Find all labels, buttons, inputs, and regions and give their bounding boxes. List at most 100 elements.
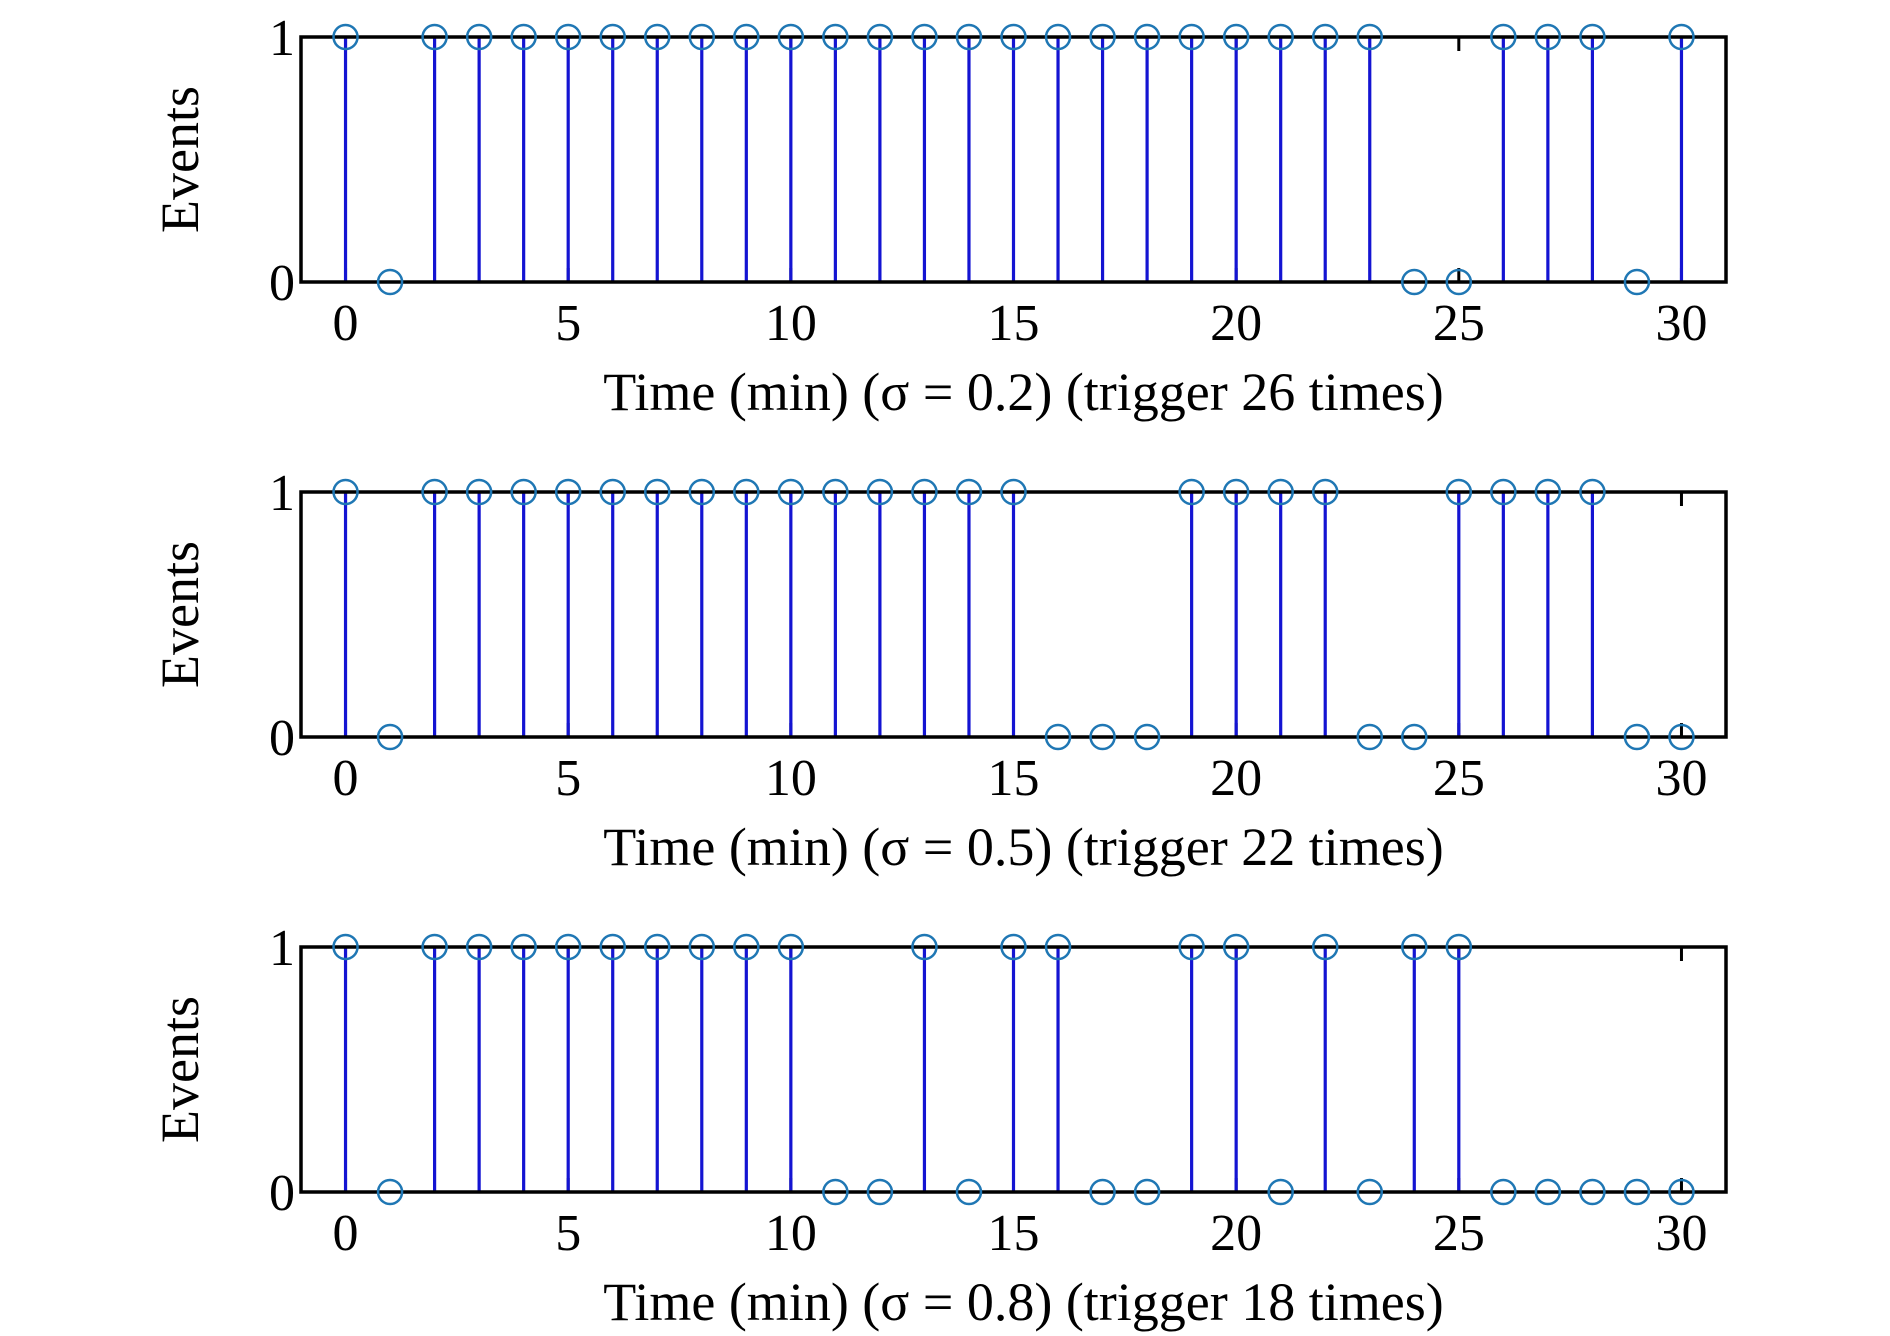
- chart-panel-2: 0 5 10 15 20 25 30 0 1 Time (min) (σ = 0.5) (trig…: [150, 465, 1728, 877]
- x-tick-label: 30: [1655, 1205, 1707, 1262]
- stem-marker: [955, 478, 983, 506]
- stem-marker: [376, 1178, 404, 1206]
- x-tick-label: 15: [988, 295, 1040, 352]
- stem-marker: [777, 933, 805, 961]
- stem-marker: [822, 1178, 849, 1206]
- stem-marker: [1579, 478, 1606, 506]
- stem-marker: [733, 23, 760, 51]
- stem-marker: [1000, 478, 1027, 506]
- stem-marker: [332, 933, 359, 961]
- stem-marker: [1044, 933, 1072, 961]
- y-tick-label: 0: [269, 255, 295, 312]
- stem-marker: [1668, 1178, 1695, 1206]
- stem-marker: [1668, 723, 1695, 751]
- stem-marker: [1178, 478, 1205, 506]
- stem-marker: [1089, 723, 1116, 751]
- stem-marker: [1534, 478, 1562, 506]
- stem-marker: [332, 478, 359, 506]
- stem-marker: [465, 23, 493, 51]
- x-tick-label: 25: [1433, 295, 1485, 352]
- x-tick-label: 20: [1210, 750, 1262, 807]
- stem-marker: [1534, 1178, 1562, 1206]
- stem-marker: [465, 933, 493, 961]
- x-tick-label: 20: [1210, 295, 1262, 352]
- stem-marker: [688, 933, 716, 961]
- stem-marker: [1133, 23, 1161, 51]
- stem-marker: [1623, 723, 1651, 751]
- y-tick-label: 1: [269, 920, 295, 977]
- stem-marker: [1222, 478, 1250, 506]
- axes-frame: [299, 490, 1728, 739]
- x-tick-label: 0: [333, 1205, 359, 1262]
- stem-marker: [1089, 23, 1116, 51]
- x-tick-label: 15: [988, 1205, 1040, 1262]
- stem-marker: [1445, 933, 1473, 961]
- stem-marker: [1490, 478, 1517, 506]
- stem-marker: [1356, 23, 1383, 51]
- stem-marker: [1044, 723, 1072, 751]
- x-axis-label: Time (min) (σ = 0.2) (trigger 26 times): [603, 362, 1443, 422]
- stem-marker: [866, 23, 894, 51]
- stem-marker: [1445, 268, 1473, 296]
- stem-marker: [510, 478, 537, 506]
- stem-marker: [955, 1178, 983, 1206]
- x-tick-label: 25: [1433, 750, 1485, 807]
- x-tick-label: 10: [765, 1205, 817, 1262]
- stem-marker: [1356, 1178, 1383, 1206]
- stem-marker: [599, 23, 626, 51]
- stem-marker: [1267, 1178, 1294, 1206]
- x-tick-label: 10: [765, 295, 817, 352]
- stem-marker: [421, 933, 448, 961]
- stem-marker: [332, 23, 359, 51]
- stem-marker: [1267, 23, 1294, 51]
- y-tick-label: 0: [269, 1165, 295, 1222]
- stem-marker: [1401, 933, 1428, 961]
- x-tick-label: 5: [555, 750, 581, 807]
- stem-marker: [1044, 23, 1072, 51]
- y-tick-label: 0: [269, 710, 295, 767]
- x-tick-label: 25: [1433, 1205, 1485, 1262]
- stem-marker: [1222, 23, 1250, 51]
- stem-marker: [1000, 23, 1027, 51]
- stem-marker: [1311, 933, 1339, 961]
- x-tick-label: 5: [555, 295, 581, 352]
- stem-marker: [376, 268, 404, 296]
- stem-marker: [1178, 23, 1205, 51]
- axes-frame: [299, 945, 1728, 1194]
- chart-panel-3: 0 5 10 15 20 25 30 0 1 Time (min) (σ = 0.8) (trig…: [150, 920, 1728, 1332]
- y-tick-label: 1: [269, 10, 295, 67]
- stem-marker: [911, 478, 938, 506]
- stem-marker: [1222, 933, 1250, 961]
- x-tick-label: 30: [1655, 295, 1707, 352]
- stem-marker: [1356, 723, 1383, 751]
- x-tick-label: 10: [765, 750, 817, 807]
- stem-marker: [510, 23, 537, 51]
- stem-marker: [1579, 1178, 1606, 1206]
- stem-marker: [1490, 1178, 1517, 1206]
- stem-marker: [465, 478, 493, 506]
- stem-marker: [1133, 723, 1161, 751]
- stem-marker: [911, 23, 938, 51]
- stem-marker: [510, 933, 537, 961]
- stem-marker: [822, 478, 849, 506]
- stem-marker: [644, 23, 671, 51]
- x-tick-label: 5: [555, 1205, 581, 1262]
- stem-marker: [1089, 1178, 1116, 1206]
- stem-marker: [1000, 933, 1027, 961]
- axes-frame: [299, 35, 1728, 284]
- stem-marker: [688, 478, 716, 506]
- stem-marker: [554, 933, 582, 961]
- stem-marker: [1668, 23, 1695, 51]
- y-axis-label: Events: [150, 996, 210, 1143]
- stem-marker: [1579, 23, 1606, 51]
- stem-marker: [421, 478, 448, 506]
- stem-marker: [1178, 933, 1205, 961]
- stem-marker: [1267, 478, 1294, 506]
- stem-marker: [554, 23, 582, 51]
- stem-marker: [599, 478, 626, 506]
- stem-marker: [955, 23, 983, 51]
- stem-marker: [733, 478, 760, 506]
- chart-panel-1: 0 5 10 15 20 25 30 0 1 Time (min) (σ = 0.2) (trig…: [150, 10, 1728, 422]
